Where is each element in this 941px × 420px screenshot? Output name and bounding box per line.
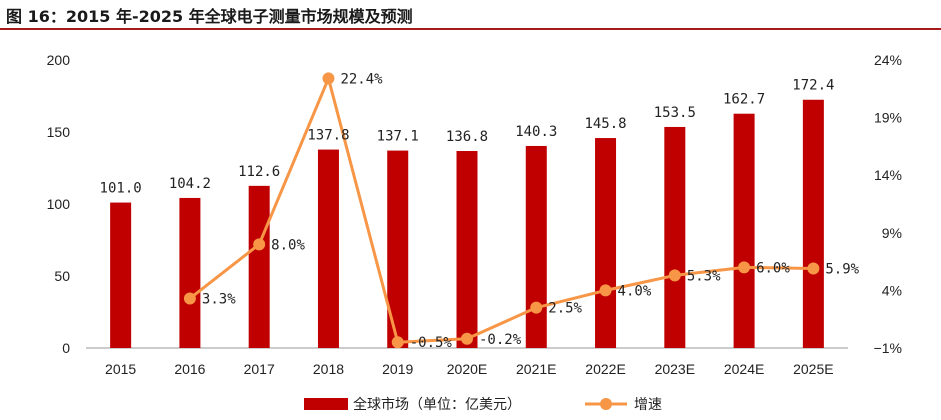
data-labels: 101.0 104.2 112.6 137.8 137.1 136.8 140.3 145.8… bbox=[100, 71, 860, 351]
x-tick-label: 2023E bbox=[655, 361, 695, 377]
y-right-tick-label: 9% bbox=[882, 225, 902, 241]
line-point bbox=[738, 261, 751, 274]
bar-value-label: 137.1 bbox=[377, 129, 419, 145]
bar bbox=[802, 99, 824, 348]
legend-bar-swatch bbox=[304, 398, 348, 410]
bar bbox=[110, 202, 132, 348]
line-value-label: 4.0% bbox=[618, 283, 652, 299]
line-value-label: 3.3% bbox=[202, 291, 236, 307]
x-tick-label: 2019 bbox=[382, 361, 413, 377]
bar-value-label: 104.2 bbox=[169, 176, 211, 192]
y-right-tick-label: 14% bbox=[874, 167, 902, 183]
bar-series bbox=[110, 99, 824, 349]
y-right-tick-label: 19% bbox=[874, 110, 902, 126]
legend-bar-label: 全球市场（单位：亿美元） bbox=[353, 396, 521, 413]
line-point bbox=[668, 269, 681, 282]
bar-value-label: 172.4 bbox=[792, 78, 834, 94]
line-value-label: 5.3% bbox=[687, 268, 721, 284]
line-point bbox=[253, 238, 266, 251]
x-tick-label: 2021E bbox=[516, 361, 556, 377]
bar bbox=[525, 145, 547, 348]
y-left-tick-label: 200 bbox=[47, 52, 71, 68]
line-point bbox=[530, 301, 543, 314]
bar-value-label: 140.3 bbox=[515, 124, 557, 140]
line-point bbox=[807, 262, 820, 275]
line-value-label: -0.5% bbox=[410, 335, 453, 351]
legend-line-marker bbox=[600, 398, 612, 410]
bar bbox=[595, 138, 617, 348]
line-value-label: -0.2% bbox=[479, 332, 522, 348]
x-tick-label: 2017 bbox=[244, 361, 275, 377]
bar-value-label: 153.5 bbox=[654, 105, 696, 121]
bar-value-label: 112.6 bbox=[238, 164, 280, 180]
bar bbox=[179, 197, 201, 348]
line-point bbox=[183, 292, 196, 305]
x-tick-label: 2024E bbox=[724, 361, 764, 377]
bar bbox=[248, 185, 270, 348]
legend: 全球市场（单位：亿美元） 增速 bbox=[304, 396, 662, 413]
bar-value-label: 145.8 bbox=[584, 116, 626, 132]
line-value-label: 5.9% bbox=[825, 262, 859, 278]
bar bbox=[387, 150, 409, 348]
title-rule bbox=[0, 28, 941, 30]
line-value-label: 2.5% bbox=[548, 301, 582, 317]
y-right-tick-label: −1% bbox=[874, 340, 902, 356]
line-value-label: 6.0% bbox=[756, 260, 790, 276]
axes: 0 50 100 150 200 −1% 4% 9% 14% 19% 24% 2015 2016 2017… bbox=[47, 52, 902, 377]
bar bbox=[456, 151, 478, 348]
line-value-label: 22.4% bbox=[340, 71, 383, 87]
growth-line bbox=[188, 76, 814, 344]
y-left-tick-label: 150 bbox=[47, 124, 71, 140]
bar bbox=[664, 126, 686, 349]
x-tick-label: 2025E bbox=[793, 361, 833, 377]
line-point bbox=[391, 336, 404, 349]
x-tick-label: 2020E bbox=[447, 361, 487, 377]
y-left-tick-label: 50 bbox=[54, 268, 70, 284]
legend-line-label: 增速 bbox=[634, 397, 662, 413]
x-tick-label: 2018 bbox=[313, 361, 344, 377]
line-point bbox=[461, 332, 473, 345]
y-left-tick-label: 100 bbox=[47, 196, 71, 212]
line-value-label: 8.0% bbox=[271, 237, 305, 253]
line-series bbox=[183, 72, 820, 349]
bar-value-label: 101.0 bbox=[100, 181, 142, 197]
line-point bbox=[322, 72, 335, 85]
line-point bbox=[599, 284, 612, 297]
x-tick-label: 2022E bbox=[585, 361, 625, 377]
x-tick-label: 2015 bbox=[105, 361, 136, 377]
x-tick-label: 2016 bbox=[174, 361, 205, 377]
page-title: 图 16：2015 年-2025 年全球电子测量市场规模及预测 bbox=[6, 7, 413, 26]
y-right-tick-label: 24% bbox=[874, 52, 902, 68]
bar bbox=[317, 149, 339, 348]
bar-value-label: 136.8 bbox=[446, 129, 488, 145]
y-right-tick-label: 4% bbox=[882, 282, 902, 298]
bar bbox=[733, 113, 755, 348]
bar-value-label: 162.7 bbox=[723, 92, 765, 108]
y-left-tick-label: 0 bbox=[62, 340, 70, 356]
bar-value-label: 137.8 bbox=[307, 128, 349, 144]
